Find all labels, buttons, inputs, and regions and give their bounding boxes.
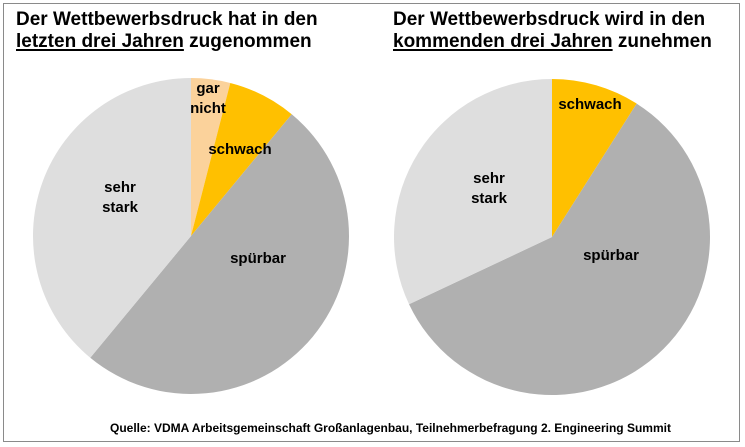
right-label-schwach: schwach <box>558 96 621 113</box>
right-label-spuerbar: spürbar <box>583 247 639 264</box>
left-slice-sehr-stark <box>33 78 191 358</box>
left-label-sehr-stark: sehr stark <box>102 179 139 216</box>
left-title-underlined: letzten drei Jahren <box>16 31 184 52</box>
left-title-rest: zugenommen <box>183 31 312 52</box>
left-slice-schwach <box>191 82 292 236</box>
left-title-line2: letzten drei Jahren zugenommen <box>16 31 318 53</box>
left-label-schwach: schwach <box>208 141 271 158</box>
left-slice-spuerbar <box>90 114 349 394</box>
right-title-line2: kommenden drei Jahren zunehmen <box>393 31 712 53</box>
right-slice-spuerbar <box>409 103 710 395</box>
left-chart-title: Der Wettbewerbsdruck hat in den letzten … <box>16 9 318 53</box>
right-slice-schwach <box>552 79 637 237</box>
right-title-rest: zunehmen <box>612 31 712 52</box>
right-title-underlined: kommenden drei Jahren <box>393 31 613 52</box>
source-note: Quelle: VDMA Arbeitsgemeinschaft Großanl… <box>110 421 671 435</box>
right-label-sehr-stark: sehr stark <box>471 170 508 207</box>
right-slice-sehr-stark <box>394 79 552 305</box>
left-label-spuerbar: spürbar <box>230 250 286 267</box>
left-label-gar-nicht: gar nicht <box>190 80 226 117</box>
right-chart-title: Der Wettbewerbsdruck wird in den kommend… <box>393 9 712 53</box>
left-title-line1: Der Wettbewerbsdruck hat in den <box>16 9 318 30</box>
right-title-line1: Der Wettbewerbsdruck wird in den <box>393 9 706 30</box>
left-slice-gar-nicht <box>191 78 231 236</box>
